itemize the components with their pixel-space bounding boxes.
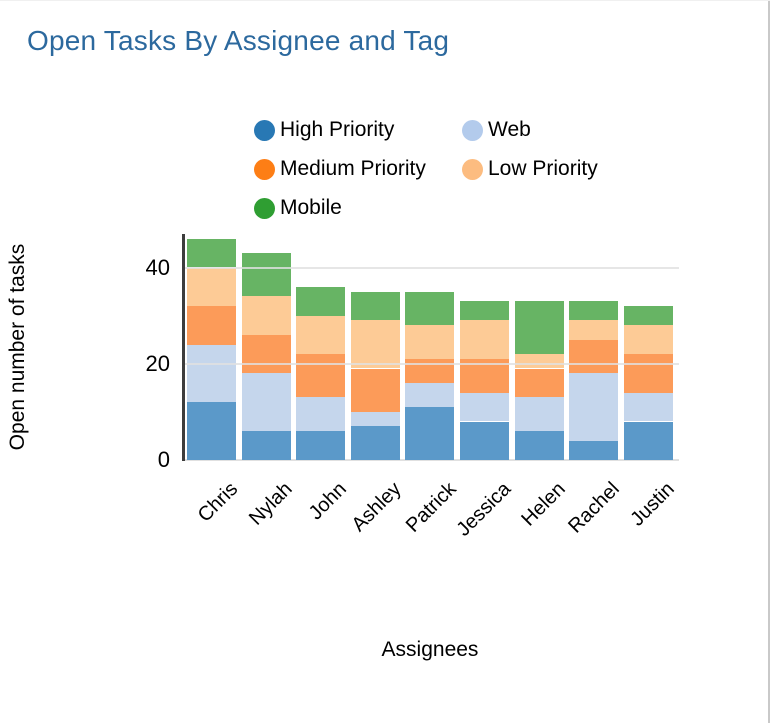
legend-item-high-priority[interactable]: High Priority (254, 117, 394, 143)
chart-title: Open Tasks By Assignee and Tag (27, 25, 450, 56)
bar-segment-justin-web[interactable] (623, 392, 673, 422)
x-tick-label-jessica: Jessica (452, 478, 516, 541)
bar-segment-justin-medium-priority[interactable] (623, 354, 673, 393)
bar-segment-jessica-low-priority[interactable] (460, 320, 509, 359)
bar-segment-rachel-medium-priority[interactable] (569, 339, 619, 374)
legend-label: Medium Priority (280, 157, 426, 180)
bar-segment-ashley-mobile[interactable] (350, 291, 400, 321)
x-tick-label-rachel: Rachel (564, 478, 625, 538)
bar-segment-patrick-high-priority[interactable] (405, 407, 455, 460)
bar-segment-rachel-mobile[interactable] (569, 301, 619, 321)
bar-segment-helen-medium-priority[interactable] (514, 368, 564, 398)
bar-segment-ashley-medium-priority[interactable] (350, 368, 400, 412)
x-tick-label-nylah: Nylah (244, 478, 297, 530)
gridline (184, 266, 679, 269)
bar-segment-rachel-web[interactable] (569, 373, 619, 441)
y-tick-label: 40 (145, 254, 170, 280)
bar-segment-helen-mobile[interactable] (514, 301, 564, 355)
bar-segment-justin-high-priority[interactable] (623, 421, 673, 460)
legend-dot-mobile (254, 197, 275, 219)
bar-segment-nylah-web[interactable] (241, 373, 291, 432)
bar-segment-chris-high-priority[interactable] (187, 402, 236, 461)
bar-segment-patrick-web[interactable] (405, 383, 455, 408)
bar-segment-chris-medium-priority[interactable] (187, 306, 236, 345)
x-tick-label-ashley: Ashley (347, 478, 406, 537)
bar-segment-ashley-high-priority[interactable] (350, 426, 400, 460)
legend-label: Low Priority (488, 157, 598, 180)
x-tick-label-patrick: Patrick (401, 478, 461, 537)
bar-segment-jessica-mobile[interactable] (460, 301, 509, 321)
bar-segment-chris-web[interactable] (187, 344, 236, 403)
bar-segment-ashley-web[interactable] (350, 411, 400, 427)
y-axis-line (182, 234, 185, 461)
legend-item-mobile[interactable]: Mobile (254, 195, 342, 221)
legend-dot-high-priority (254, 119, 275, 141)
y-tick-label: 20 (145, 350, 170, 376)
x-tick-label-john: John (305, 478, 352, 525)
bar-segment-john-high-priority[interactable] (296, 431, 346, 460)
legend-label: High Priority (280, 118, 395, 141)
bar-segment-patrick-mobile[interactable] (405, 291, 455, 326)
gridline (184, 362, 679, 365)
bar-segment-helen-high-priority[interactable] (514, 431, 564, 460)
bar-segment-chris-low-priority[interactable] (187, 267, 236, 306)
bar-segment-justin-mobile[interactable] (623, 306, 673, 326)
bar-segment-nylah-high-priority[interactable] (241, 431, 291, 460)
bar-segment-helen-web[interactable] (514, 397, 564, 432)
x-axis-title: Assignees (381, 638, 479, 661)
bar-segment-helen-low-priority[interactable] (514, 354, 564, 369)
bar-segment-john-low-priority[interactable] (296, 315, 346, 355)
x-tick-label-chris: Chris (193, 478, 243, 527)
bar-segment-ashley-low-priority[interactable] (350, 320, 400, 369)
bar-segment-john-mobile[interactable] (296, 286, 346, 316)
bar-segment-patrick-low-priority[interactable] (405, 325, 455, 359)
bar-segment-justin-low-priority[interactable] (623, 325, 673, 355)
x-tick-label-helen: Helen (517, 478, 570, 531)
bar-segment-john-medium-priority[interactable] (296, 354, 346, 398)
bar-segment-nylah-low-priority[interactable] (241, 296, 291, 335)
window-right-border (768, 1, 770, 723)
legend-dot-medium-priority (254, 158, 275, 180)
bar-segment-chris-mobile[interactable] (187, 238, 236, 268)
bar-segment-nylah-medium-priority[interactable] (241, 334, 291, 374)
y-axis-title: Open number of tasks (6, 243, 29, 451)
legend-dot-web (462, 119, 483, 141)
bar-segment-nylah-mobile[interactable] (241, 253, 291, 297)
x-tick-label-justin: Justin (626, 478, 679, 531)
legend-item-web[interactable]: Web (462, 117, 531, 143)
bar-segment-rachel-low-priority[interactable] (569, 320, 619, 340)
bar-segment-jessica-web[interactable] (460, 392, 509, 422)
y-tick-label: 0 (157, 447, 170, 472)
legend-dot-low-priority (462, 158, 483, 180)
legend-item-medium-priority[interactable]: Medium Priority (254, 156, 426, 182)
bar-segment-rachel-high-priority[interactable] (569, 440, 619, 461)
bar-segment-john-web[interactable] (296, 397, 346, 432)
bar-segment-jessica-high-priority[interactable] (460, 421, 509, 460)
x-axis-baseline (182, 459, 679, 461)
legend-label: Web (488, 118, 531, 141)
legend-item-low-priority[interactable]: Low Priority (462, 156, 598, 182)
legend-label: Mobile (280, 196, 342, 219)
